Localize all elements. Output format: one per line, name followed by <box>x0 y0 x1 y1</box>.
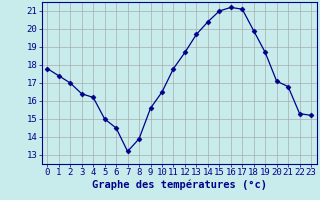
X-axis label: Graphe des températures (°c): Graphe des températures (°c) <box>92 180 267 190</box>
